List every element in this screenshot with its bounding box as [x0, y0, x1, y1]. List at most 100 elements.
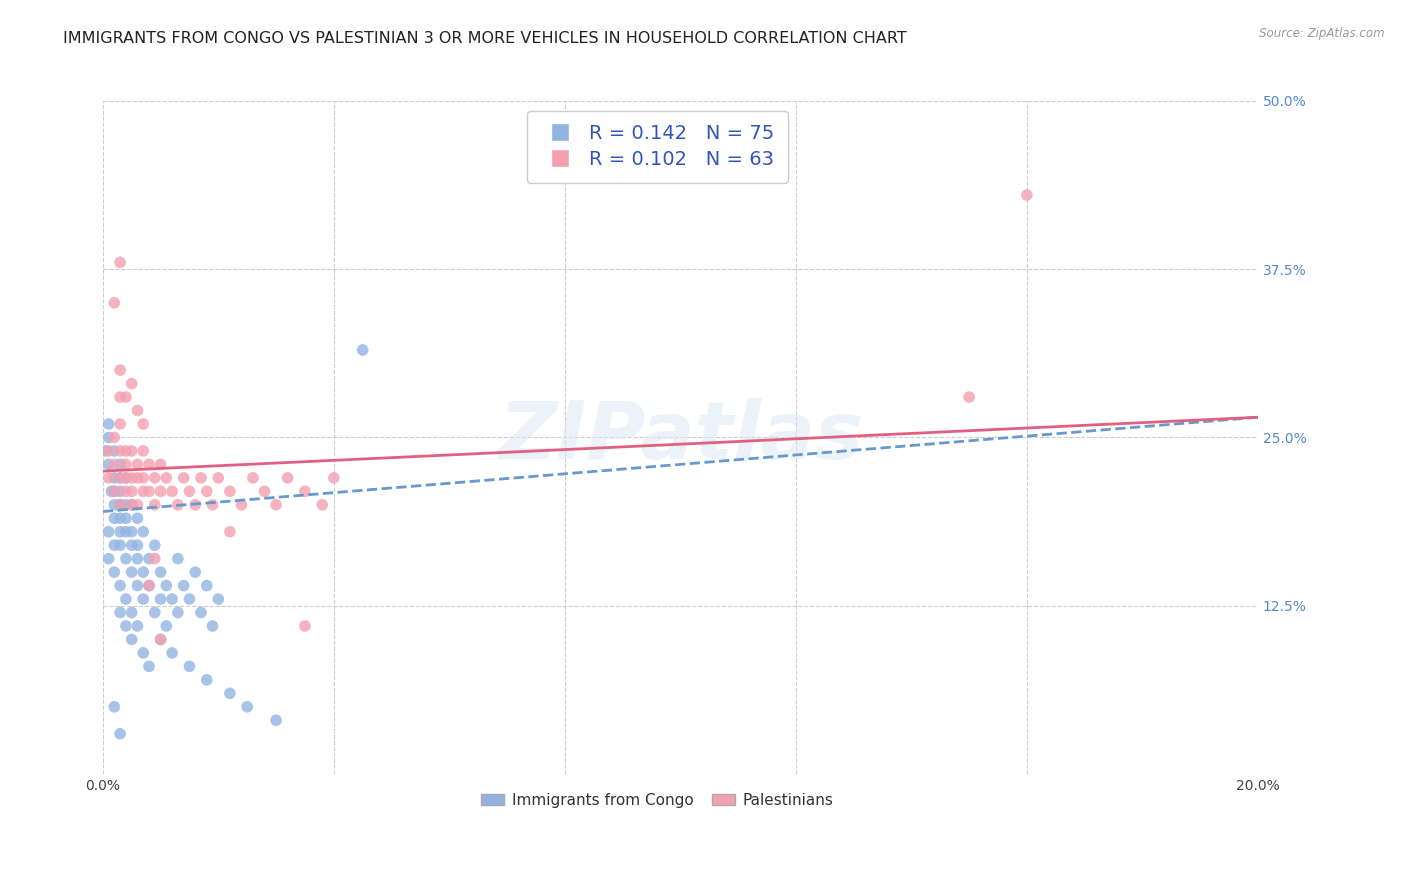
Point: [127, 403, 149, 417]
Point: [121, 606, 143, 620]
Point: [127, 578, 149, 592]
Point: [97, 417, 120, 431]
Point: [115, 551, 138, 566]
Point: [103, 471, 125, 485]
Point: [160, 592, 183, 607]
Point: [108, 484, 131, 499]
Point: [179, 484, 201, 499]
Point: [115, 511, 138, 525]
Point: [173, 578, 195, 592]
Point: [160, 484, 183, 499]
Point: [155, 578, 177, 592]
Point: [115, 390, 138, 404]
Point: [277, 471, 299, 485]
Point: [127, 511, 149, 525]
Point: [127, 498, 149, 512]
Point: [264, 498, 287, 512]
Point: [138, 659, 160, 673]
Point: [218, 524, 240, 539]
Point: [1015, 188, 1038, 202]
Point: [207, 471, 229, 485]
Point: [108, 498, 131, 512]
Point: [149, 632, 172, 647]
Point: [108, 606, 131, 620]
Point: [264, 713, 287, 727]
Point: [138, 458, 160, 472]
Point: [201, 619, 224, 633]
Point: [97, 458, 120, 472]
Point: [127, 471, 149, 485]
Point: [103, 511, 125, 525]
Point: [132, 484, 155, 499]
Point: [94, 444, 117, 458]
Text: Source: ZipAtlas.com: Source: ZipAtlas.com: [1260, 27, 1385, 40]
Point: [103, 498, 125, 512]
Point: [179, 592, 201, 607]
Point: [115, 458, 138, 472]
Point: [115, 592, 138, 607]
Point: [103, 538, 125, 552]
Point: [97, 471, 120, 485]
Point: [160, 646, 183, 660]
Point: [115, 444, 138, 458]
Point: [97, 444, 120, 458]
Point: [149, 592, 172, 607]
Point: [121, 565, 143, 579]
Point: [195, 578, 218, 592]
Point: [195, 484, 218, 499]
Point: [100, 484, 122, 499]
Point: [97, 524, 120, 539]
Point: [167, 551, 190, 566]
Point: [121, 444, 143, 458]
Point: [103, 484, 125, 499]
Point: [121, 632, 143, 647]
Point: [132, 592, 155, 607]
Point: [190, 606, 212, 620]
Point: [132, 417, 155, 431]
Point: [132, 471, 155, 485]
Point: [957, 390, 980, 404]
Point: [143, 606, 166, 620]
Point: [190, 471, 212, 485]
Point: [253, 484, 276, 499]
Text: IMMIGRANTS FROM CONGO VS PALESTINIAN 3 OR MORE VEHICLES IN HOUSEHOLD CORRELATION: IMMIGRANTS FROM CONGO VS PALESTINIAN 3 O…: [63, 31, 907, 46]
Point: [184, 498, 207, 512]
Point: [115, 498, 138, 512]
Point: [149, 484, 172, 499]
Point: [242, 471, 264, 485]
Point: [201, 498, 224, 512]
Point: [127, 458, 149, 472]
Point: [155, 619, 177, 633]
Legend: Immigrants from Congo, Palestinians: Immigrants from Congo, Palestinians: [475, 787, 839, 814]
Point: [103, 430, 125, 444]
Point: [311, 498, 333, 512]
Point: [121, 498, 143, 512]
Point: [121, 484, 143, 499]
Point: [184, 565, 207, 579]
Point: [108, 444, 131, 458]
Point: [231, 498, 253, 512]
Point: [132, 646, 155, 660]
Point: [352, 343, 374, 357]
Point: [149, 458, 172, 472]
Point: [294, 619, 316, 633]
Point: [167, 498, 190, 512]
Point: [138, 578, 160, 592]
Point: [97, 551, 120, 566]
Point: [103, 484, 125, 499]
Point: [207, 592, 229, 607]
Point: [108, 390, 131, 404]
Point: [108, 458, 131, 472]
Point: [143, 538, 166, 552]
Point: [108, 471, 131, 485]
Point: [108, 727, 131, 741]
Point: [132, 524, 155, 539]
Point: [127, 619, 149, 633]
Point: [115, 484, 138, 499]
Point: [173, 471, 195, 485]
Point: [167, 606, 190, 620]
Point: [121, 498, 143, 512]
Point: [127, 538, 149, 552]
Point: [121, 538, 143, 552]
Point: [103, 565, 125, 579]
